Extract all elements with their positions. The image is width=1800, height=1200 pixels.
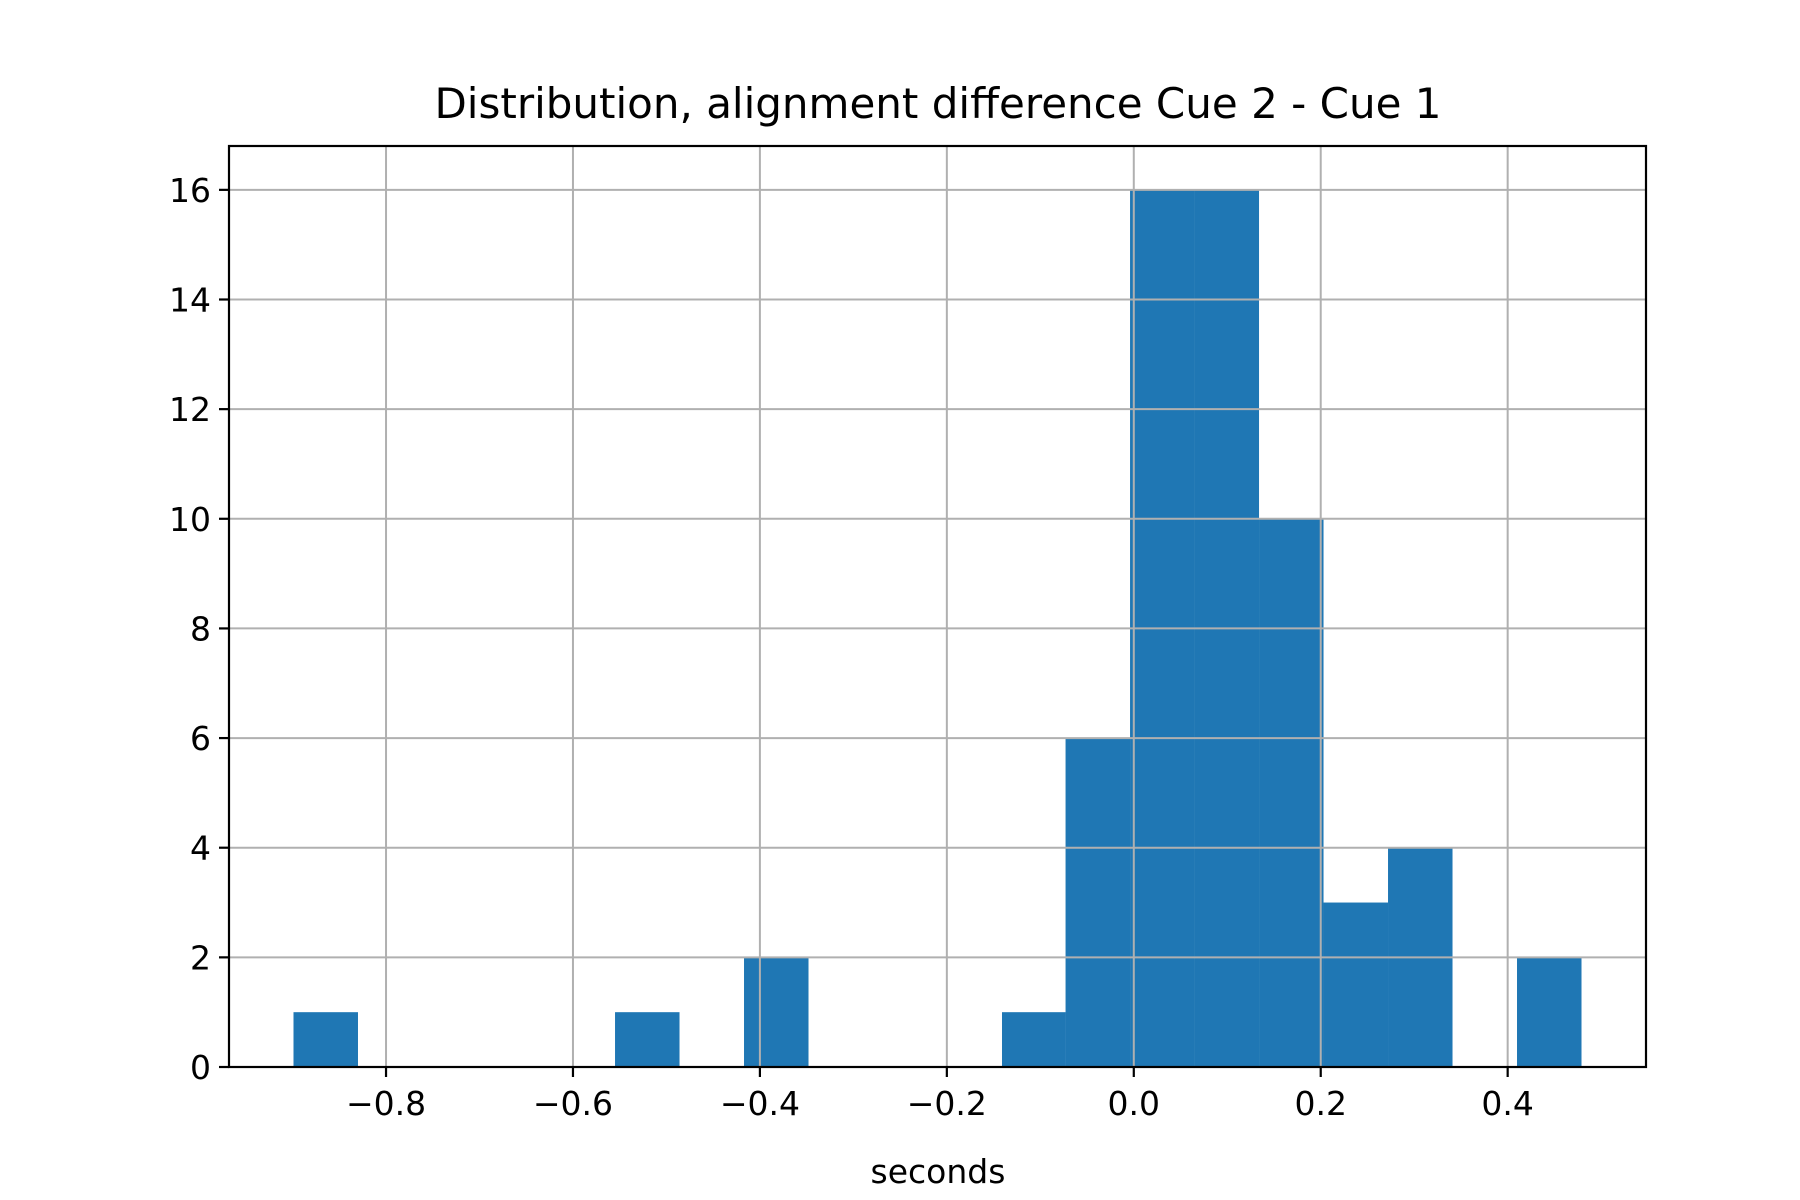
histogram-bar (1259, 518, 1324, 1067)
histogram-bar (1517, 957, 1582, 1067)
histogram-bar (1065, 738, 1131, 1067)
y-tick-label: 0 (190, 1048, 211, 1087)
y-tick-label: 14 (169, 281, 211, 320)
y-tick-label: 2 (190, 938, 211, 977)
x-tick-label: −0.4 (720, 1084, 800, 1123)
x-tick-label: −0.8 (346, 1084, 426, 1123)
x-axis-label: seconds (871, 1152, 1006, 1191)
y-tick-label: 12 (169, 390, 211, 429)
plot-frame (227, 144, 1648, 1069)
x-tick-label: −0.2 (907, 1084, 987, 1123)
x-tick-label: 0.0 (1108, 1084, 1160, 1123)
axis-ticks: −0.8 −0.6 −0.4 −0.2 0.0 0.2 0.4 0 2 4 6 8 10 12 14 16 (169, 171, 1534, 1123)
histogram-bar (615, 1012, 680, 1067)
histogram-bar (1323, 902, 1389, 1067)
histogram-bar (744, 957, 809, 1067)
y-tick-label: 4 (190, 829, 211, 868)
histogram-bar (1001, 1012, 1066, 1067)
histogram-bar (293, 1012, 358, 1067)
y-tick-label: 8 (190, 609, 211, 648)
chart-title: Distribution, alignment difference Cue 2… (434, 79, 1441, 128)
y-tick-label: 16 (169, 171, 211, 210)
grid-lines-overlay (229, 146, 1646, 1068)
x-tick-label: −0.6 (533, 1084, 613, 1123)
y-tick-label: 10 (169, 500, 211, 539)
x-tick-label: 0.2 (1294, 1084, 1346, 1123)
x-tick-label: 0.4 (1481, 1084, 1533, 1123)
histogram-bars (293, 189, 1582, 1067)
y-tick-label: 6 (190, 719, 211, 758)
